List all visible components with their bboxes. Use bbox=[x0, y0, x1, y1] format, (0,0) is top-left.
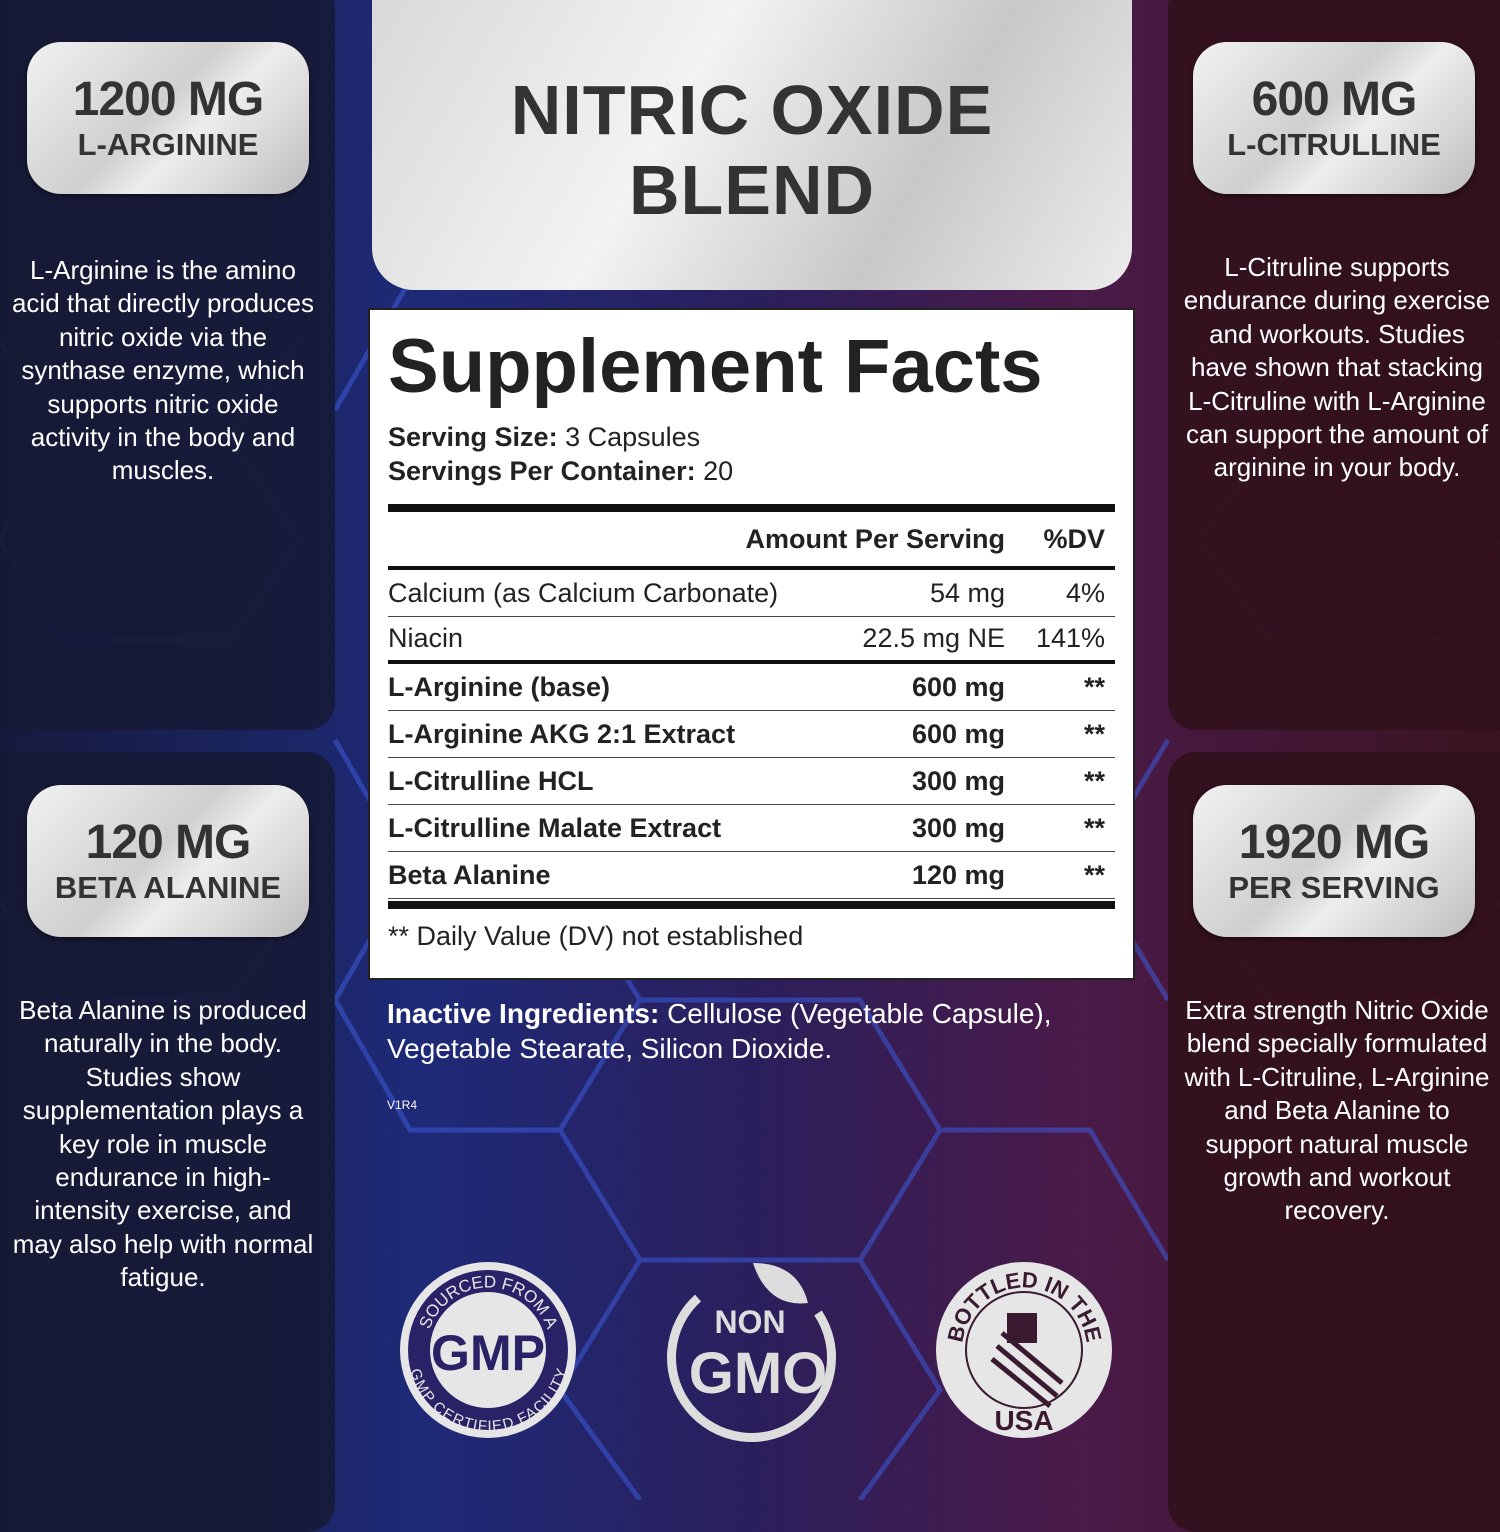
divider bbox=[388, 504, 1115, 512]
title-line-2: BLEND bbox=[628, 151, 876, 229]
ingredient-dv: ** bbox=[1083, 765, 1105, 796]
divider bbox=[388, 901, 1115, 909]
ingredient-amount: 600 mg bbox=[911, 671, 1005, 702]
callout-description: L-Arginine is the amino acid that direct… bbox=[11, 255, 315, 486]
inactive-ingredients: Inactive Ingredients: Cellulose (Vegetab… bbox=[387, 996, 1052, 1066]
svg-text:USA: USA bbox=[994, 1405, 1053, 1436]
ingredient-amount: 120 mg bbox=[911, 859, 1005, 890]
svg-text:GMO: GMO bbox=[689, 1341, 828, 1406]
ingredient-name: L-Citrulline HCL bbox=[388, 765, 594, 796]
col-dv-header: %DV bbox=[1043, 523, 1105, 554]
gmp-badge-icon: SOURCED FROM A GMP CERTIFIED FACILITY GM… bbox=[400, 1262, 576, 1438]
serving-size-value: 3 Capsules bbox=[557, 422, 701, 452]
callout-name: L-CITRULLINE bbox=[1227, 127, 1441, 162]
callout-description: Beta Alanine is produced naturally in th… bbox=[12, 995, 314, 1293]
table-row: L-Arginine (base) 600 mg ** bbox=[388, 664, 1115, 711]
serving-info: Serving Size: 3 Capsules Servings Per Co… bbox=[388, 420, 1115, 488]
ingredient-amount: 54 mg bbox=[929, 577, 1005, 608]
ingredient-dv: 4% bbox=[1065, 577, 1105, 608]
product-title: NITRIC OXIDE BLEND bbox=[372, 0, 1132, 290]
callout-description: Extra strength Nitric Oxide blend specia… bbox=[1184, 995, 1490, 1226]
callout-name: PER SERVING bbox=[1228, 870, 1440, 905]
inactive-text-line2: Vegetable Stearate, Silicon Dioxide. bbox=[387, 1033, 833, 1064]
ingredient-dv: 141% bbox=[1035, 623, 1105, 653]
table-row: L-Citrulline HCL 300 mg ** bbox=[388, 758, 1115, 805]
version-code: V1R4 bbox=[387, 1098, 418, 1112]
serving-size-label: Serving Size: bbox=[388, 422, 558, 452]
table-row: Calcium (as Calcium Carbonate) 54 mg 4% bbox=[388, 570, 1115, 617]
servings-label: Servings Per Container: bbox=[388, 456, 696, 486]
callout-amount: 600 MG bbox=[1251, 73, 1418, 126]
inactive-label: Inactive Ingredients: bbox=[387, 998, 660, 1029]
svg-text:NON: NON bbox=[714, 1304, 785, 1340]
callout-amount: 1920 MG bbox=[1238, 816, 1430, 869]
callout-pill-l-arginine: 1200 MG L-ARGININE bbox=[27, 42, 309, 194]
callout-pill-beta-alanine: 120 MG BETA ALANINE bbox=[27, 785, 309, 937]
ingredient-name: L-Arginine AKG 2:1 Extract bbox=[388, 718, 736, 749]
supplement-facts-panel: Supplement Facts Serving Size: 3 Capsule… bbox=[368, 308, 1135, 980]
ingredient-name: Calcium (as Calcium Carbonate) bbox=[388, 577, 779, 608]
ingredient-name: Niacin bbox=[388, 623, 464, 653]
table-row: Beta Alanine 120 mg ** bbox=[388, 852, 1115, 899]
servings-value: 20 bbox=[695, 456, 734, 486]
col-amount-header: Amount Per Serving bbox=[745, 523, 1005, 554]
ingredient-amount: 22.5 mg NE bbox=[862, 623, 1005, 653]
non-gmo-badge-icon: NON GMO bbox=[667, 1263, 836, 1442]
bottled-in-usa-badge-icon: BOTTLED IN THE USA bbox=[936, 1262, 1112, 1438]
title-line-1: NITRIC OXIDE bbox=[510, 71, 994, 149]
callout-pill-l-citrulline: 600 MG L-CITRULLINE bbox=[1193, 42, 1475, 194]
table-row: L-Arginine AKG 2:1 Extract 600 mg ** bbox=[388, 711, 1115, 758]
callout-amount: 120 MG bbox=[85, 816, 252, 869]
callout-name: BETA ALANINE bbox=[54, 870, 282, 905]
ingredient-amount: 300 mg bbox=[911, 812, 1005, 843]
ingredient-name: Beta Alanine bbox=[388, 859, 551, 890]
footnote: ** Daily Value (DV) not established bbox=[388, 921, 804, 951]
divider bbox=[388, 566, 1115, 570]
facts-heading: Supplement Facts bbox=[388, 324, 1043, 409]
inactive-text: Cellulose (Vegetable Capsule), bbox=[659, 998, 1052, 1029]
callout-name: L-ARGININE bbox=[77, 127, 259, 162]
table-row: Niacin 22.5 mg NE 141% bbox=[388, 617, 1115, 664]
table-row: L-Citrulline Malate Extract 300 mg ** bbox=[388, 805, 1115, 852]
svg-text:GMP: GMP bbox=[431, 1325, 545, 1381]
us-flag-icon bbox=[990, 1313, 1064, 1408]
ingredient-dv: ** bbox=[1083, 859, 1105, 890]
table-header: Amount Per Serving %DV bbox=[388, 512, 1115, 566]
ingredient-name: L-Citrulline Malate Extract bbox=[388, 812, 722, 843]
ingredient-dv: ** bbox=[1083, 718, 1105, 749]
ingredient-dv: ** bbox=[1083, 812, 1105, 843]
callout-pill-per-serving: 1920 MG PER SERVING bbox=[1193, 785, 1475, 937]
ingredient-amount: 600 mg bbox=[911, 718, 1005, 749]
ingredient-name: L-Arginine (base) bbox=[388, 671, 611, 702]
callout-amount: 1200 MG bbox=[72, 73, 264, 126]
callout-description: L-Citruline supports endurance during ex… bbox=[1183, 252, 1491, 483]
ingredient-dv: ** bbox=[1083, 671, 1105, 702]
ingredient-amount: 300 mg bbox=[911, 765, 1005, 796]
